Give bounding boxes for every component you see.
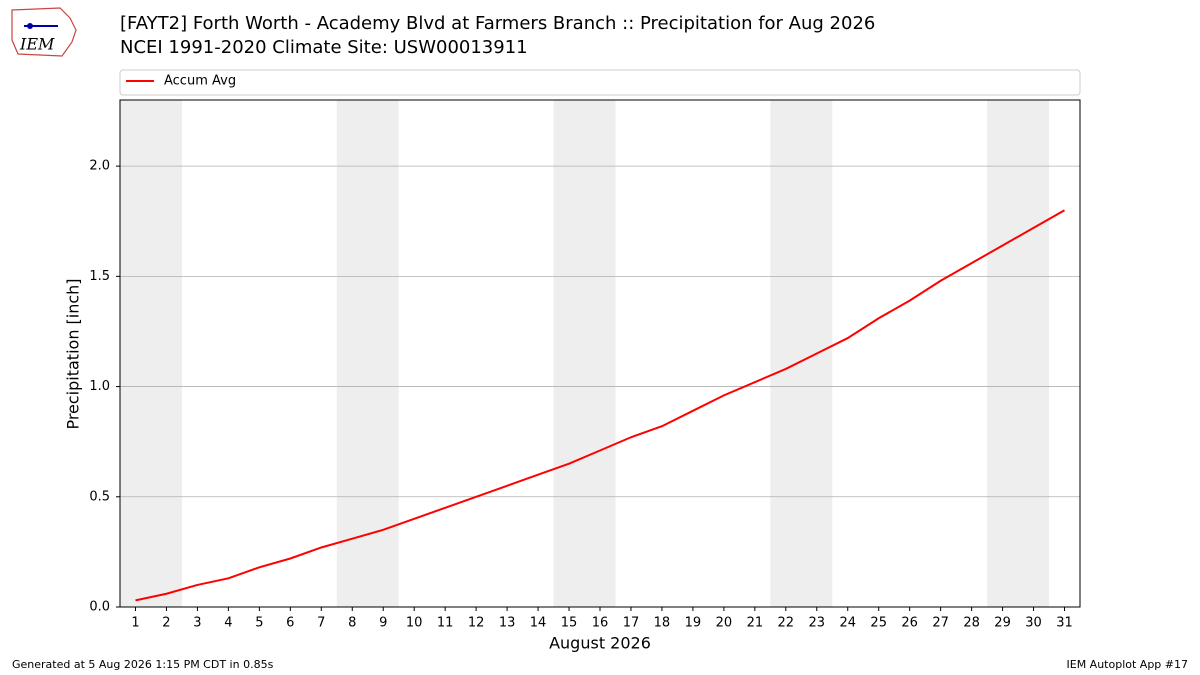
chart-subtitle: NCEI 1991-2020 Climate Site: USW00013911: [120, 37, 528, 58]
x-tick-label: 20: [716, 616, 733, 631]
x-tick-label: 29: [994, 616, 1011, 631]
y-tick-label: 1.5: [89, 269, 110, 284]
x-tick-label: 31: [1056, 616, 1073, 631]
x-tick-label: 14: [530, 616, 547, 631]
x-tick-label: 17: [623, 616, 640, 631]
y-tick-label: 0.0: [89, 600, 110, 615]
weekend-band: [120, 100, 182, 607]
footer-right: IEM Autoplot App #17: [1067, 658, 1189, 671]
weekend-band: [553, 100, 616, 607]
x-tick-label: 2: [162, 616, 170, 631]
x-tick-label: 3: [193, 616, 201, 631]
x-tick-label: 28: [963, 616, 980, 631]
x-tick-label: 6: [286, 616, 294, 631]
x-tick-label: 10: [406, 616, 423, 631]
x-tick-label: 18: [654, 616, 671, 631]
x-tick-label: 1: [131, 616, 139, 631]
x-tick-label: 4: [224, 616, 232, 631]
plot-frame: [119, 99, 1081, 608]
legend-label: Accum Avg: [164, 74, 236, 89]
x-tick-label: 16: [592, 616, 609, 631]
x-tick-label: 8: [348, 616, 356, 631]
footer-left: Generated at 5 Aug 2026 1:15 PM CDT in 0…: [12, 658, 274, 671]
x-tick-label: 12: [468, 616, 485, 631]
x-tick-label: 11: [437, 616, 454, 631]
weekend-band: [987, 100, 1050, 607]
x-tick-label: 19: [685, 616, 702, 631]
y-axis-label: Precipitation [inch]: [64, 278, 83, 429]
x-tick-label: 13: [499, 616, 516, 631]
logo-text: IEM: [19, 35, 55, 54]
x-tick-label: 26: [901, 616, 918, 631]
x-tick-label: 7: [317, 616, 325, 631]
x-tick-label: 5: [255, 616, 263, 631]
x-tick-label: 23: [809, 616, 826, 631]
x-tick-label: 25: [870, 616, 887, 631]
x-tick-label: 21: [747, 616, 764, 631]
series-line: [135, 209, 1066, 602]
legend-box: [119, 69, 1081, 96]
y-tick-label: 2.0: [89, 159, 110, 174]
y-tick-label: 0.5: [89, 489, 110, 504]
x-tick-label: 27: [932, 616, 949, 631]
logo: IEM: [11, 7, 77, 57]
x-tick-label: 30: [1025, 616, 1042, 631]
y-tick-label: 1.0: [89, 379, 110, 394]
chart-title: [FAYT2] Forth Worth - Academy Blvd at Fa…: [120, 13, 875, 34]
x-tick-label: 24: [839, 616, 856, 631]
weekend-band: [336, 100, 399, 607]
weekend-band: [770, 100, 833, 607]
x-axis-label: August 2026: [549, 634, 651, 653]
x-tick-label: 15: [561, 616, 578, 631]
x-tick-label: 22: [778, 616, 795, 631]
x-tick-label: 9: [379, 616, 387, 631]
